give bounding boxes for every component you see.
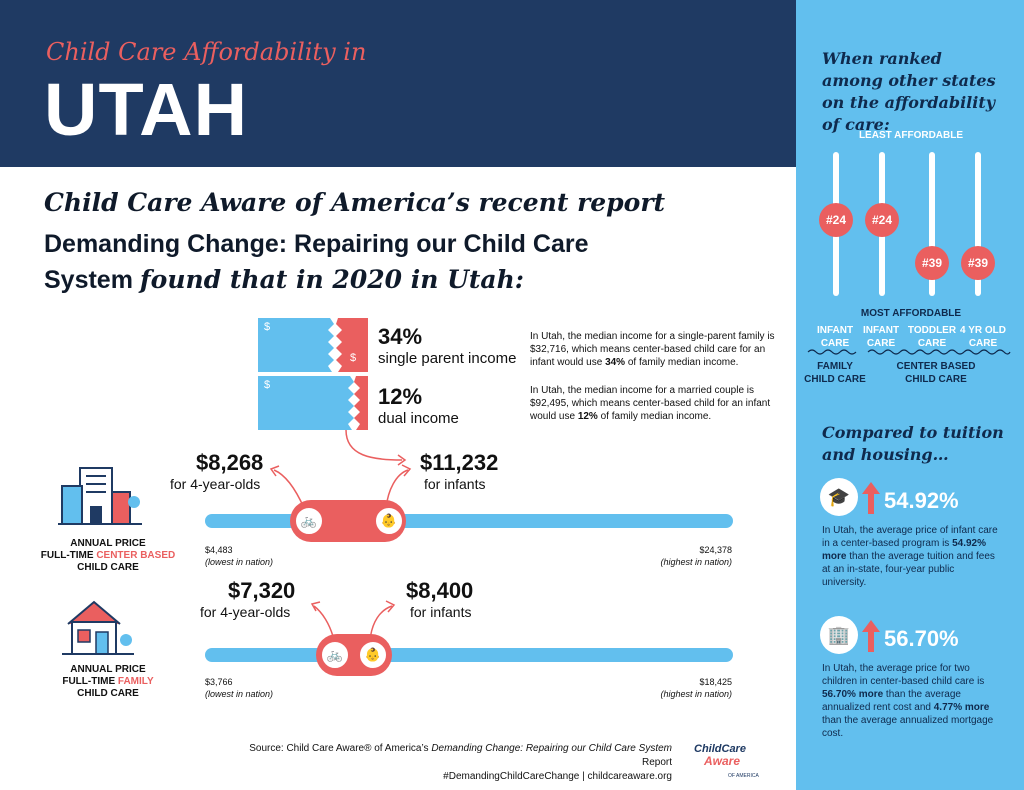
center-4yr-label: for 4-year-olds [170, 476, 261, 492]
right-panel [796, 0, 1024, 790]
single-income-percent: 34% [378, 324, 423, 349]
dual-income-label: dual income [378, 410, 459, 427]
rank-center-4yr: #39 [961, 246, 995, 280]
rank-family-infant: #24 [819, 203, 853, 237]
rank-track [929, 152, 935, 296]
most-affordable-label: MOST AFFORDABLE [860, 308, 962, 319]
rank-track [975, 152, 981, 296]
single-income-graphic: $ $ [258, 318, 368, 372]
rank-center-toddler: #39 [915, 246, 949, 280]
center-group-label: CENTER BASED CHILD CARE [896, 361, 976, 385]
intro-report-title: Demanding Change: Repairing our Child Ca… [44, 226, 664, 298]
family-low: $3,766 (lowest in nation) [205, 677, 274, 699]
rank-center-infant: #24 [865, 203, 899, 237]
center-infant-price: $11,232 [420, 450, 499, 475]
rank-label: INFANT CARE [862, 325, 900, 349]
compare-heading: Compared to tuition and housing… [822, 423, 1004, 464]
center-4yr-price: $8,268 [196, 450, 264, 475]
header-state-title: UTAH [44, 68, 249, 151]
dollar-icon: $ [350, 352, 357, 364]
rank-label: 4 YR OLD CARE [960, 325, 1006, 349]
dual-income-graphic: $ [258, 376, 368, 430]
family-range-bar [205, 648, 733, 662]
header-banner [0, 0, 796, 167]
intro-line-3: System [44, 266, 133, 294]
center-caption: ANNUAL PRICE FULL-TIME CENTER BASED CHIL… [40, 538, 176, 573]
tuition-percent: 54.92% [884, 488, 959, 513]
center-high: $24,378 (highest in nation) [660, 545, 732, 567]
single-income-note: In Utah, the median income for a single-… [530, 331, 775, 368]
rank-label: TODDLER CARE [907, 325, 957, 349]
apartment-icon: 🏢 [820, 616, 858, 654]
intro-line-2: Demanding Change: Repairing our Child Ca… [44, 230, 589, 258]
up-arrow-icon [862, 482, 880, 514]
housing-percent: 56.70% [884, 626, 959, 651]
dual-income-note: In Utah, the median income for a married… [530, 385, 771, 422]
tuition-note: In Utah, the average price of infant car… [822, 525, 998, 588]
dual-income-percent: 12% [378, 384, 423, 409]
building-icon [58, 467, 142, 525]
family-4yr-label: for 4-year-olds [200, 604, 291, 620]
family-infant-label: for infants [410, 604, 472, 620]
dollar-icon: $ [264, 379, 271, 391]
center-range-bar [205, 514, 733, 528]
child-bike-icon: 🚲 [320, 640, 350, 670]
least-affordable-label: LEAST AFFORDABLE [858, 130, 964, 141]
center-low: $4,483 (lowest in nation) [205, 545, 274, 567]
house-icon [62, 600, 134, 655]
dollar-icon: $ [264, 321, 271, 333]
single-income-label: single parent income [378, 350, 517, 367]
intro-line-1: Child Care Aware of America’s recent rep… [44, 188, 666, 217]
single-income-bar [258, 318, 368, 372]
graduation-icon: 🎓 [820, 478, 858, 516]
up-arrow-icon [862, 620, 880, 652]
childcare-aware-logo: ChildCare Aware OF AMERICA [694, 743, 759, 779]
family-group-label: FAMILY CHILD CARE [804, 361, 866, 385]
baby-icon: 👶 [374, 506, 404, 536]
squiggle-divider [807, 349, 1011, 355]
baby-icon: 👶 [358, 640, 388, 670]
housing-note: In Utah, the average price for two child… [822, 663, 994, 739]
family-caption: ANNUAL PRICE FULL-TIME FAMILY CHILD CARE [62, 664, 154, 699]
header-subtitle: Child Care Affordability in [46, 38, 367, 66]
family-4yr-price: $7,320 [228, 578, 296, 603]
family-high: $18,425 (highest in nation) [660, 677, 732, 699]
ranking-heading: When ranked among other states on the af… [822, 49, 996, 134]
center-infant-label: for infants [424, 476, 486, 492]
intro-line-3-italic: found that in 2020 in Utah: [139, 265, 525, 294]
source-citation: Source: Child Care Aware® of America’s D… [249, 743, 672, 782]
rank-label: INFANT CARE [816, 325, 854, 349]
family-infant-price: $8,400 [406, 578, 474, 603]
dual-income-bar [258, 376, 368, 430]
child-bike-icon: 🚲 [294, 506, 324, 536]
